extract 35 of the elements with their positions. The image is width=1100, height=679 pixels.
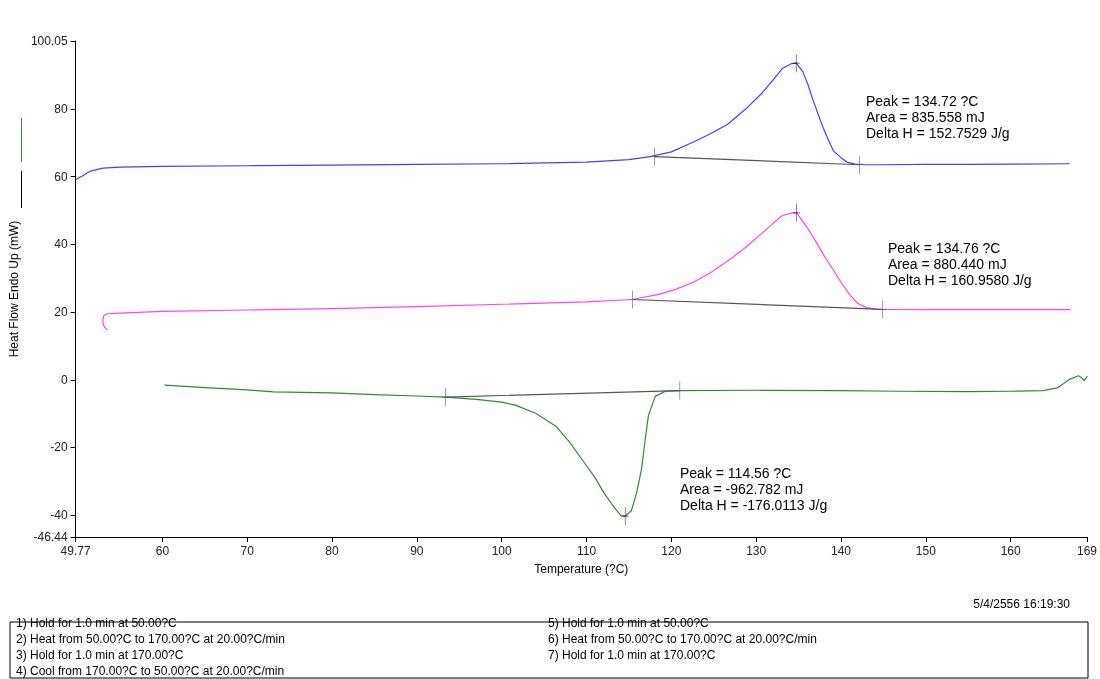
annotation: Peak = 134.72 ?C Area = 835.558 mJ Delta H = 152.7529 J/g (866, 93, 1010, 141)
x-tick-label: 110 (576, 544, 597, 558)
text: 4) Cool from 170.00?C to 50.00?C at 20.00?C/min (16, 664, 285, 678)
x-tick-label: 150 (915, 544, 937, 558)
x-tick-label: 120 (661, 544, 682, 558)
text: 1) Hold for 1.0 min at 50.00?C (16, 616, 178, 630)
y-tick-label: 20 (54, 305, 68, 320)
annotation: Peak = 114.56 ?C Area = -962.782 mJ Delta H = -176.0113 J/g (680, 465, 828, 513)
text: 6) Heat from 50.00?C to 170.00?C at 20.00?C/min (548, 632, 817, 646)
text: 2) Heat from 50.00?C to 170.00?C at 20.00?C/min (16, 632, 285, 646)
x-axis-title: Temperature (?C) (534, 562, 629, 576)
x-tick-label: 70 (240, 544, 255, 558)
text: 5/4/2556 16:19:30 (973, 597, 1071, 611)
y-tick-label: 60 (54, 169, 68, 184)
x-tick-label: 60 (155, 544, 170, 558)
y-axis-title: Heat Flow Endo Up (mW) (7, 220, 21, 358)
x-tick-label: 90 (410, 544, 424, 558)
x-tick-label: 169 (1076, 544, 1098, 558)
x-tick-label: 49.77 (60, 544, 91, 558)
x-tick-label: 160 (1000, 544, 1021, 558)
y-tick-label: -46.44 (33, 530, 68, 544)
annotation: Peak = 134.76 ?C Area = 880.440 mJ Delta H = 160.9580 J/g (888, 240, 1032, 288)
y-tick-label: -20 (50, 440, 68, 455)
text: 5) Hold for 1.0 min at 50.00?C (548, 616, 710, 630)
y-tick-label: 0 (60, 372, 68, 387)
x-tick-label: 130 (746, 544, 767, 558)
y-tick-label: 80 (54, 101, 68, 116)
y-tick-label: -40 (50, 508, 68, 523)
x-tick-label: 100 (491, 544, 513, 558)
text: 3) Hold for 1.0 min at 170.00?C (16, 648, 184, 662)
y-tick-label: 40 (54, 237, 68, 252)
x-tick-label: 140 (830, 544, 852, 558)
x-tick-label: 80 (325, 544, 340, 558)
text: 7) Hold for 1.0 min at 170.00?C (548, 648, 716, 662)
y-tick-label: 100.05 (30, 34, 68, 48)
